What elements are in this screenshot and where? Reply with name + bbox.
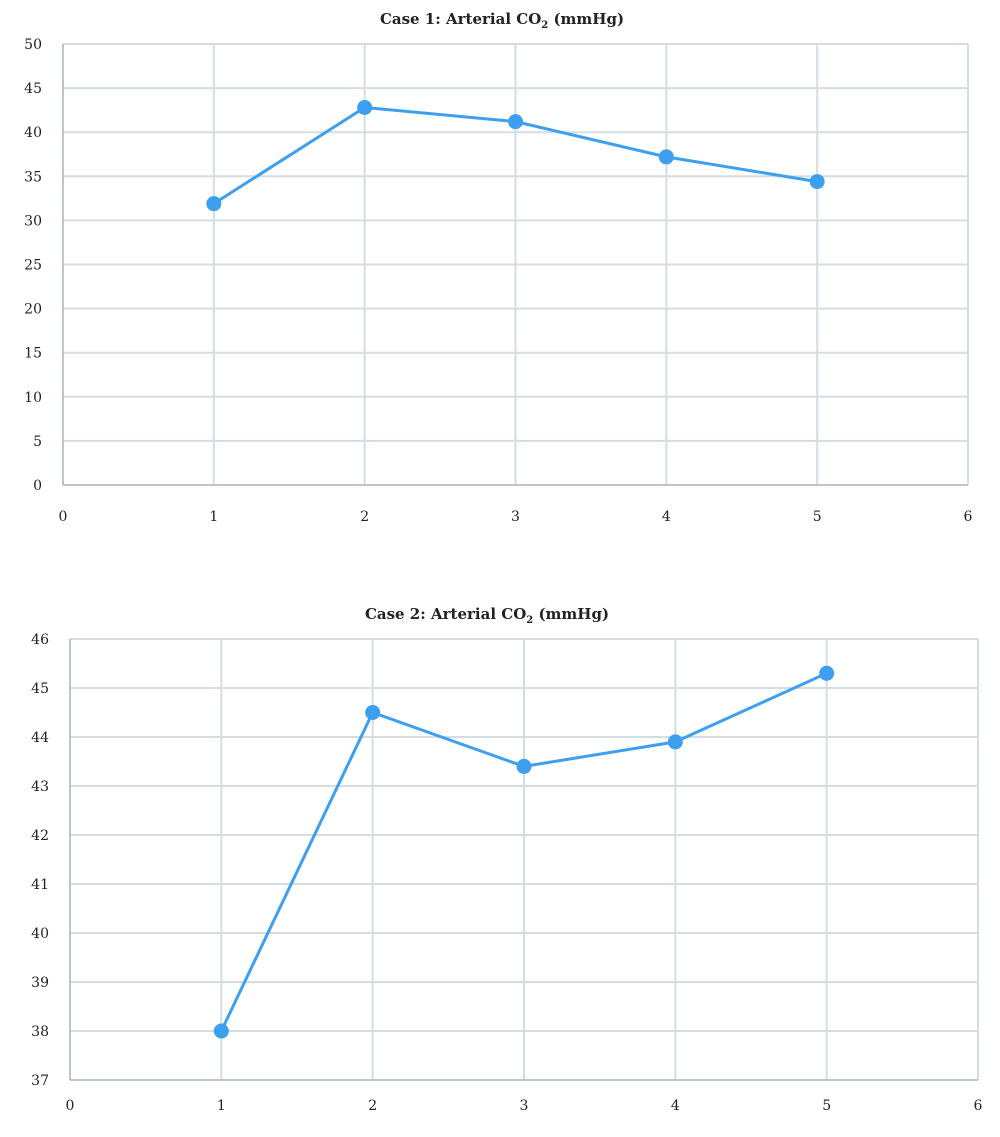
data-point (667, 734, 683, 750)
y-tick-label: 41 (31, 877, 49, 893)
chart-title-suffix: (mmHg) (548, 10, 624, 28)
x-tick-label: 5 (813, 509, 822, 525)
chart-title-suffix: (mmHg) (533, 605, 609, 623)
chart-title-main: Case 2: Arterial CO (365, 605, 526, 623)
y-tick-label: 30 (24, 213, 42, 229)
gridlines (70, 638, 979, 1080)
series (213, 665, 835, 1039)
chart-title-subscript: 2 (541, 20, 548, 31)
axes (69, 639, 978, 1081)
y-tick-label: 37 (31, 1073, 49, 1089)
y-tick-label: 0 (33, 478, 42, 494)
y-tick-label: 40 (24, 125, 42, 141)
x-tick-label: 1 (209, 509, 218, 525)
gridlines (63, 43, 969, 485)
x-tick-label: 0 (59, 509, 68, 525)
y-tick-label: 42 (31, 828, 49, 844)
y-tick-label: 44 (31, 730, 49, 746)
y-tick-label: 50 (24, 37, 42, 53)
chart-title-subscript: 2 (526, 615, 533, 626)
chart-title-main: Case 1: Arterial CO (380, 10, 541, 28)
x-tick-label: 4 (662, 509, 671, 525)
y-tick-labels: 37 38 39 40 41 42 43 44 45 46 (31, 632, 49, 1089)
y-tick-label: 15 (24, 346, 42, 362)
y-tick-label: 40 (31, 926, 49, 942)
data-point (516, 758, 532, 774)
y-tick-label: 45 (24, 81, 42, 97)
y-tick-label: 45 (31, 681, 49, 697)
y-tick-label: 46 (31, 632, 49, 648)
y-tick-label: 25 (24, 258, 42, 274)
y-tick-label: 38 (31, 1024, 49, 1040)
chart-title: Case 1: Arterial CO2 (mmHg) (380, 10, 624, 31)
x-tick-label: 1 (217, 1098, 226, 1114)
data-point (819, 665, 835, 681)
y-tick-label: 43 (31, 779, 49, 795)
y-tick-label: 10 (24, 390, 42, 406)
chart-case-2: Case 2: Arterial CO2 (mmHg) 373839404142… (31, 605, 982, 1114)
x-tick-label: 6 (974, 1098, 983, 1114)
x-tick-label: 4 (671, 1098, 680, 1114)
data-point (658, 149, 674, 165)
y-tick-label: 20 (24, 302, 42, 318)
x-tick-label: 0 (66, 1098, 75, 1114)
x-tick-label: 6 (964, 509, 973, 525)
chart-title: Case 2: Arterial CO2 (mmHg) (365, 605, 609, 626)
x-tick-label: 3 (520, 1098, 529, 1114)
x-tick-label: 2 (368, 1098, 377, 1114)
data-point (809, 174, 825, 190)
x-tick-label: 5 (822, 1098, 831, 1114)
y-tick-label: 5 (33, 434, 42, 450)
axes (62, 44, 968, 486)
y-tick-label: 39 (31, 975, 49, 991)
x-tick-labels: 0 1 2 3 4 5 6 (59, 509, 973, 525)
x-tick-label: 2 (360, 509, 369, 525)
y-tick-labels: 0 5 10 15 20 25 30 35 40 45 50 (24, 37, 42, 494)
data-point (365, 705, 381, 720)
x-tick-label: 3 (511, 509, 520, 525)
data-point (508, 114, 523, 130)
data-point (357, 100, 373, 116)
y-tick-label: 35 (24, 169, 42, 185)
x-tick-labels: 0 1 2 3 4 5 6 (66, 1098, 983, 1114)
data-point (206, 196, 222, 212)
data-point (213, 1023, 229, 1039)
series (206, 100, 825, 212)
chart-case-1: Case 1: Arterial CO2 (mmHg) 051015202530… (24, 10, 972, 525)
